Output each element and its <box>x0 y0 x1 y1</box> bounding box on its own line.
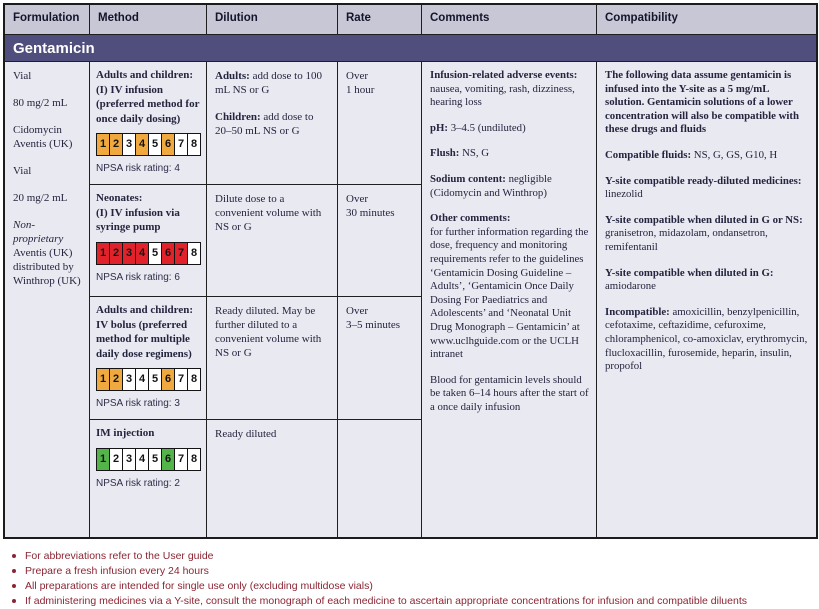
risk-scale-box: 7 <box>174 242 187 264</box>
dilution-paragraph: Ready diluted. May be further diluted to… <box>215 305 322 359</box>
compatibility-paragraph: Y-site compatible ready-diluted medicine… <box>605 174 802 201</box>
risk-scale-box: 3 <box>122 134 135 155</box>
risk-scale-box: 8 <box>187 369 200 390</box>
comment-paragraph: Infusion-related adverse events: nausea,… <box>430 69 578 109</box>
formulation-paragraph: Vial <box>13 70 32 82</box>
risk-scale-box: 5 <box>148 242 161 264</box>
npsa-risk-rating-label: NPSA risk rating: 2 <box>96 477 180 489</box>
risk-scale-box: 2 <box>109 448 122 470</box>
method-cell-iv-bolus: Adults and children: IV bolus (preferred… <box>90 297 207 420</box>
risk-scale-box: 2 <box>109 242 122 264</box>
risk-scale-box: 3 <box>122 448 135 470</box>
risk-scale-box: 8 <box>187 242 200 264</box>
column-header-formulation: Formulation <box>5 5 90 35</box>
comment-paragraph: Blood for gentamicin levels should be ta… <box>430 373 589 413</box>
formulation-paragraph: Vial <box>13 165 32 177</box>
risk-scale-box: 6 <box>161 242 174 264</box>
column-header-dilution: Dilution <box>207 5 338 35</box>
risk-scale-box: 8 <box>187 134 200 155</box>
risk-scale-box: 1 <box>97 242 109 264</box>
comment-paragraph: pH: 3–4.5 (undiluted) <box>430 121 526 134</box>
risk-scale-box: 1 <box>97 134 109 155</box>
bullet-icon <box>12 584 16 588</box>
column-header-method: Method <box>90 5 207 35</box>
risk-scale-box: 5 <box>148 448 161 470</box>
risk-scale-box: 8 <box>187 448 200 470</box>
drug-title-band: Gentamicin <box>5 35 816 62</box>
footer-note: All preparations are intended for single… <box>10 579 819 594</box>
compatibility-paragraph: Compatible fluids: NS, G, GS, G10, H <box>605 148 778 161</box>
formulation-cell: Vial 80 mg/2 mL Cidomycin Aventis (UK) V… <box>5 62 90 537</box>
risk-scale-box: 6 <box>161 134 174 155</box>
column-header-compatibility: Compatibility <box>597 5 816 35</box>
risk-scale-box: 6 <box>161 369 174 390</box>
risk-scale-box: 5 <box>148 369 161 390</box>
comment-paragraph: Flush: NS, G <box>430 147 490 160</box>
risk-scale-box: 2 <box>109 134 122 155</box>
column-header-rate: Rate <box>338 5 422 35</box>
comments-cell: Infusion-related adverse events: nausea,… <box>422 62 597 537</box>
npsa-risk-rating-label: NPSA risk rating: 4 <box>96 163 180 174</box>
method-cell-neonates: Neonates: (I) IV infusion via syringe pu… <box>90 185 207 297</box>
risk-scale-box: 7 <box>174 448 187 470</box>
column-header-comments: Comments <box>422 5 597 35</box>
method-cell-iv-infusion: Adults and children: (I) IV infusion (pr… <box>90 62 207 185</box>
rate-cell: Over 3–5 minutes <box>338 297 422 420</box>
risk-scale-box: 4 <box>135 369 148 390</box>
rate-cell <box>338 420 422 537</box>
dilution-cell: Ready diluted. May be further diluted to… <box>207 297 338 420</box>
compatibility-paragraph: Y-site compatible when diluted in G or N… <box>605 213 803 253</box>
footer-notes: For abbreviations refer to the User guid… <box>10 549 819 609</box>
comment-paragraph: Sodium content: negligible (Cidomycin an… <box>430 172 552 199</box>
compatibility-paragraph: The following data assume gentamicin is … <box>605 69 800 136</box>
dilution-cell: Adults: add dose to 100 mL NS or G Child… <box>207 62 338 185</box>
formulation-paragraph: 80 mg/2 mL <box>13 97 68 109</box>
compatibility-paragraph: Y-site compatible when diluted in G: ami… <box>605 266 774 293</box>
npsa-risk-rating-label: NPSA risk rating: 6 <box>96 271 180 283</box>
dilution-cell: Ready diluted <box>207 420 338 537</box>
dilution-paragraph: Children: add dose to 20–50 mL NS or G <box>215 111 314 137</box>
dilution-paragraph: Ready diluted <box>215 428 277 440</box>
risk-scale-box: 4 <box>135 134 148 155</box>
rate-cell: Over 30 minutes <box>338 185 422 297</box>
compatibility-cell: The following data assume gentamicin is … <box>597 62 816 537</box>
drug-monograph-table: Formulation Method Dilution Rate Comment… <box>3 3 818 539</box>
risk-scale-box: 1 <box>97 369 109 390</box>
formulation-paragraph: 20 mg/2 mL <box>13 192 68 204</box>
footer-note: Prepare a fresh infusion every 24 hours <box>10 564 819 579</box>
bullet-icon <box>12 554 16 558</box>
bullet-icon <box>12 569 16 573</box>
risk-scale-box: 2 <box>109 369 122 390</box>
risk-scale-box: 1 <box>97 448 109 470</box>
risk-scale-box: 3 <box>122 242 135 264</box>
risk-scale-box: 6 <box>161 448 174 470</box>
drug-title: Gentamicin <box>13 39 95 57</box>
dilution-cell: Dilute dose to a convenient volume with … <box>207 185 338 297</box>
risk-scale-box: 4 <box>135 242 148 264</box>
risk-scale-box: 3 <box>122 369 135 390</box>
rate-cell: Over 1 hour <box>338 62 422 185</box>
risk-scale-box: 7 <box>174 134 187 155</box>
comment-paragraph: Other comments: for further information r… <box>430 212 589 361</box>
risk-scale-box: 7 <box>174 369 187 390</box>
npsa-risk-rating-label: NPSA risk rating: 3 <box>96 398 180 409</box>
footer-note: For abbreviations refer to the User guid… <box>10 549 819 564</box>
formulation-paragraph: Cidomycin Aventis (UK) <box>13 124 73 150</box>
bullet-icon <box>12 599 16 603</box>
compatibility-paragraph: Incompatible: amoxicillin, benzylpenicil… <box>605 305 808 373</box>
dilution-paragraph: Adults: add dose to 100 mL NS or G <box>215 70 322 96</box>
risk-scale-box: 5 <box>148 134 161 155</box>
risk-scale-box: 4 <box>135 448 148 470</box>
dilution-paragraph: Dilute dose to a convenient volume with … <box>215 193 322 233</box>
formulation-paragraph: Non-proprietary Aventis (UK) distributed … <box>13 219 81 287</box>
footer-note: If administering medicines via a Y-site,… <box>10 594 819 609</box>
